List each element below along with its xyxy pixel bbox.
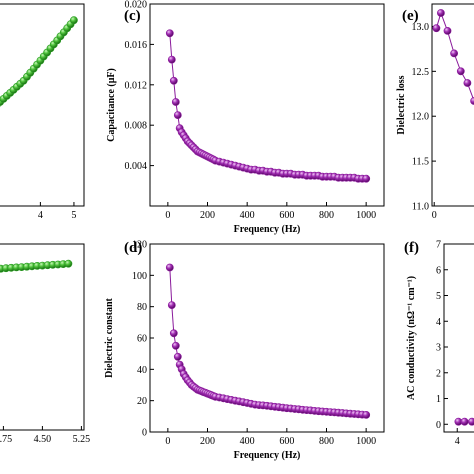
data-point — [362, 410, 371, 419]
y-tick-label: 2 — [436, 368, 441, 379]
panel-e: 011.0 11.5 12.0 12.5 13.0 Dielectric loss (e) — [396, 3, 474, 221]
y-tick-label: 0.012 — [125, 80, 148, 91]
panel-c: 0 200 400 600 800 1000 0.004 0.008 0.012 0.016 0.0… — [106, 0, 385, 235]
panel-label: (c) — [124, 8, 141, 24]
x-tick-label: 5.25 — [73, 434, 91, 445]
x-tick-label: 4.50 — [34, 434, 52, 445]
data-point — [167, 55, 176, 64]
x-tick-label: 1000 — [356, 210, 376, 221]
data-point — [432, 24, 441, 33]
data-point — [165, 263, 174, 272]
y-tick-label: 5 — [436, 291, 441, 302]
x-tick-label: 1000 — [356, 436, 376, 447]
y-tick-label: 1 — [436, 394, 441, 405]
data-series — [454, 417, 474, 426]
data-point — [436, 9, 445, 17]
y-tick-label: 0.004 — [125, 161, 148, 172]
data-point — [456, 67, 465, 76]
y-axis-label: Dielectric constant — [104, 297, 115, 377]
data-series — [165, 263, 371, 419]
y-tick-label: 11.5 — [412, 157, 429, 168]
y-tick-label: 0 — [142, 428, 147, 439]
y-axis-label: AC conductivity (nΩ⁻¹ cm⁻¹) — [406, 276, 417, 400]
data-point — [362, 174, 371, 183]
panel-label: (f) — [404, 240, 419, 256]
x-tick-label: 400 — [240, 436, 255, 447]
data-point — [468, 417, 474, 426]
data-series — [165, 29, 371, 183]
x-tick-label: 800 — [319, 210, 334, 221]
data-point — [470, 97, 474, 105]
data-series — [0, 16, 78, 108]
panel-f: 4 0 1 2 3 4 5 6 7 AC conductivity (nΩ⁻¹ cm⁻¹) (f) — [404, 240, 474, 447]
panel-label: (e) — [402, 8, 419, 24]
data-point — [173, 352, 182, 361]
x-tick-label: 5 — [71, 210, 76, 221]
x-tick-label: 600 — [279, 436, 294, 447]
plot-frame — [149, 3, 385, 207]
data-point — [169, 329, 178, 338]
data-point — [443, 26, 452, 35]
y-tick-label: 60 — [137, 334, 147, 345]
y-tick-label: 100 — [132, 271, 147, 282]
x-axis-label: Frequency (Hz) — [234, 450, 301, 461]
y-tick-label: 11.0 — [412, 202, 429, 213]
x-tick-label: 200 — [200, 436, 215, 447]
y-tick-label: 0.016 — [125, 40, 148, 51]
x-tick-label: 0 — [432, 210, 437, 221]
x-tick-label: 3.75 — [0, 434, 12, 445]
data-point — [169, 76, 178, 85]
data-point — [64, 259, 73, 268]
y-tick-label: 4 — [436, 317, 441, 328]
x-tick-label: 400 — [240, 210, 255, 221]
panels: 453.754.505.25020040060080010000.0040.00… — [0, 0, 474, 461]
plot-frame — [443, 243, 474, 433]
x-tick-label: 800 — [319, 436, 334, 447]
y-tick-label: 0.008 — [125, 121, 148, 132]
panel-d: 0 200 400 600 800 1000 0 20 40 60 80 100 120 Frequenc… — [104, 240, 385, 461]
data-series — [0, 259, 73, 273]
panel-b: 3.75 4.50 5.25 — [0, 243, 91, 445]
data-point — [171, 341, 180, 350]
y-tick-label: 0.020 — [125, 0, 148, 11]
x-tick-label: 4 — [455, 436, 460, 447]
data-point — [463, 79, 472, 87]
x-tick-label: 600 — [279, 210, 294, 221]
y-tick-label: 40 — [137, 365, 147, 376]
data-point — [450, 49, 458, 58]
x-tick-label: 0 — [165, 436, 170, 447]
series-line — [169, 33, 367, 180]
y-tick-label: 3 — [436, 343, 441, 354]
y-axis-label: Capacitance (μF) — [106, 68, 117, 142]
y-tick-label: 12.0 — [412, 112, 430, 123]
data-series — [432, 9, 474, 105]
y-tick-label: 80 — [137, 302, 147, 313]
panel-label: (d) — [124, 240, 142, 256]
y-axis-label: Dielectric loss — [396, 75, 407, 134]
data-point — [171, 98, 180, 106]
x-tick-label: 4 — [38, 210, 43, 221]
y-tick-label: 120 — [132, 240, 147, 251]
y-tick-label: 12.5 — [412, 67, 430, 78]
data-point — [460, 417, 469, 426]
plot-frame — [0, 243, 85, 431]
data-point — [165, 29, 174, 38]
x-axis-label: Frequency (Hz) — [234, 224, 301, 235]
y-tick-label: 20 — [137, 396, 147, 407]
data-point — [70, 16, 78, 25]
data-point — [173, 111, 182, 119]
y-tick-label: 7 — [436, 240, 441, 251]
y-tick-label: 6 — [436, 265, 441, 276]
x-tick-label: 200 — [200, 210, 215, 221]
series-line — [435, 11, 474, 102]
plot-frame — [0, 3, 85, 207]
x-tick-label: 0 — [165, 210, 170, 221]
plot-frame — [431, 3, 474, 207]
data-point — [167, 301, 176, 309]
y-tick-label: 13.0 — [412, 22, 430, 33]
y-tick-label: 0 — [436, 420, 441, 431]
